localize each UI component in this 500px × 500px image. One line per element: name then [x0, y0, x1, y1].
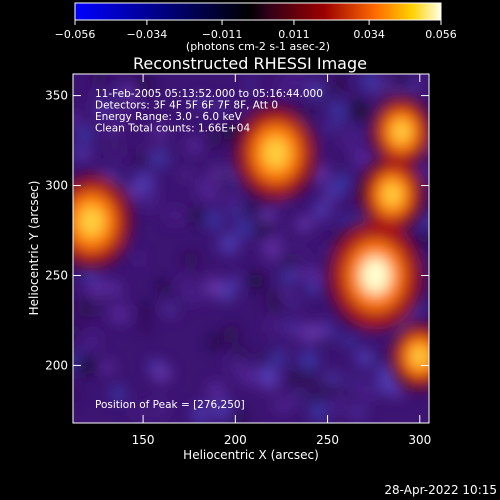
- y-axis: 200 250 300 350: [45, 89, 429, 372]
- colorbar-tick-label: −0.056: [55, 28, 96, 41]
- source-peak: [410, 345, 429, 368]
- x-tick-label: 150: [132, 433, 155, 447]
- source-peak: [78, 205, 105, 238]
- colorbar-tick-label: 0.011: [278, 28, 310, 41]
- y-tick-label: 350: [45, 89, 68, 103]
- heatmap-image: [73, 74, 429, 423]
- source-peak: [391, 119, 411, 144]
- source-peak: [382, 182, 402, 207]
- colorbar-tick-label: 0.056: [425, 28, 457, 41]
- x-tick-label: 300: [408, 433, 431, 447]
- x-tick-label: 250: [316, 433, 339, 447]
- plot-frame: [72, 73, 430, 424]
- y-axis-label: Heliocentric Y (arcsec): [27, 181, 41, 316]
- annotation-block: 11-Feb-2005 05:13:52.000 to 05:16:44.000…: [95, 88, 323, 135]
- annotation-line: Clean Total counts: 1.66E+04: [95, 123, 250, 135]
- source-peak: [360, 256, 391, 295]
- y-tick-label: 300: [45, 179, 68, 193]
- colorbar-ticks: −0.056 −0.034 −0.011 0.011 0.034 0.056: [55, 20, 457, 41]
- y-tick-label: 200: [45, 358, 68, 372]
- annotation-line: 11-Feb-2005 05:13:52.000 to 05:16:44.000: [95, 88, 323, 100]
- colorbar: [74, 2, 442, 21]
- x-tick-label: 200: [224, 433, 247, 447]
- annotation-line: Energy Range: 3.0 - 6.0 keV: [95, 111, 243, 123]
- timestamp: 28-Apr-2022 10:15: [384, 483, 497, 497]
- y-tick-label: 250: [45, 268, 68, 282]
- peak-position-label: Position of Peak = [276,250]: [95, 399, 245, 411]
- x-axis-label: Heliocentric X (arcsec): [183, 448, 319, 462]
- colorbar-label: (photons cm-2 s-1 asec-2): [186, 40, 330, 53]
- annotation-line: Detectors: 3F 4F 5F 6F 7F 8F, Att 0: [95, 100, 278, 112]
- source-peak: [263, 137, 289, 170]
- chart-title: Reconstructed RHESSI Image: [133, 54, 367, 73]
- colorbar-tick-label: 0.034: [353, 28, 385, 41]
- colorbar-tick-label: −0.011: [202, 28, 243, 41]
- x-axis: 150 200 250 300: [132, 74, 431, 447]
- colorbar-tick-label: −0.034: [127, 28, 168, 41]
